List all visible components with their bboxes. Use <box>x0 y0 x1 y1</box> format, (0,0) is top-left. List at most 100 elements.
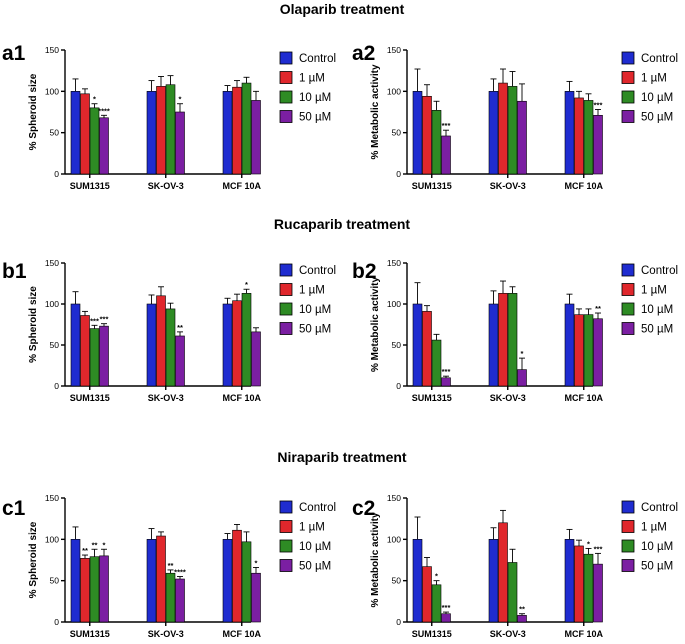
panel-b2: b2% Metabolic activity050100150SUM1315**… <box>352 258 678 403</box>
significance-marker: ** <box>168 561 174 570</box>
bar <box>574 545 584 623</box>
y-axis-label: % Metabolic activity <box>370 64 381 159</box>
legend-swatch <box>279 110 293 123</box>
legend-label: 10 µM <box>641 541 673 553</box>
y-tick-label: 150 <box>387 493 401 503</box>
panel-label: b2 <box>352 260 377 283</box>
significance-marker: **** <box>98 106 110 115</box>
bar <box>222 91 233 175</box>
bar <box>564 539 575 623</box>
bar <box>175 335 185 387</box>
bar <box>70 303 81 387</box>
y-tick-label: 50 <box>50 128 60 138</box>
bar <box>80 558 90 623</box>
y-tick-label: 0 <box>396 169 401 179</box>
legend-label: 50 µM <box>299 324 331 336</box>
y-tick-label: 0 <box>396 381 401 391</box>
legend-swatch <box>279 71 293 84</box>
significance-marker: ** <box>595 304 601 313</box>
legend-label: Control <box>641 265 678 277</box>
category-label: MCF 10A <box>564 393 603 403</box>
bar <box>422 566 432 623</box>
y-axis-label: % Spheroid size <box>28 521 39 598</box>
category-label: SK-OV-3 <box>148 181 184 191</box>
bar <box>507 293 518 387</box>
significance-marker: *** <box>594 544 603 553</box>
panel-label: a1 <box>2 42 26 65</box>
bar <box>574 314 584 387</box>
legend-label: 1 µM <box>641 522 667 534</box>
significance-marker: * <box>255 558 258 567</box>
bar <box>422 95 432 175</box>
y-tick-label: 50 <box>50 340 60 350</box>
category-label: MCF 10A <box>564 181 603 191</box>
legend-swatch <box>621 539 635 553</box>
bar <box>156 535 166 623</box>
significance-marker: ** <box>177 323 183 332</box>
bar <box>593 563 603 623</box>
bar <box>431 339 442 387</box>
category-label: SK-OV-3 <box>148 629 184 639</box>
bar <box>488 303 499 387</box>
bar <box>89 107 100 175</box>
significance-marker: ** <box>519 605 525 614</box>
legend-label: 50 µM <box>641 112 673 124</box>
bar <box>422 311 432 387</box>
category-label: SUM1315 <box>412 393 452 403</box>
bar <box>156 86 166 175</box>
legend-swatch <box>621 559 635 572</box>
significance-marker: *** <box>90 316 99 325</box>
panel-a2: a2% Metabolic activity 0 50 100 150 SUM1315 **… <box>352 42 678 191</box>
bar <box>441 135 451 175</box>
bar <box>165 84 176 175</box>
y-tick-label: 50 <box>392 128 402 138</box>
legend-swatch <box>279 559 293 572</box>
bar <box>241 541 252 623</box>
category-label: SK-OV-3 <box>490 393 526 403</box>
legend-label: 1 µM <box>299 73 325 85</box>
legend-swatch <box>279 539 293 553</box>
bar <box>175 111 185 175</box>
y-axis-label: % Spheroid size <box>28 286 39 363</box>
legend-swatch <box>279 263 293 277</box>
bar <box>70 539 81 623</box>
legend-label: Control <box>641 53 678 65</box>
significance-marker: * <box>435 572 438 581</box>
category-label: SK-OV-3 <box>490 181 526 191</box>
legend-label: 1 µM <box>299 285 325 297</box>
panel-label: b1 <box>2 260 27 283</box>
bar <box>593 318 603 387</box>
significance-marker: *** <box>442 367 451 376</box>
bar <box>251 100 261 175</box>
legend-swatch <box>279 283 293 296</box>
significance-marker: * <box>587 539 590 548</box>
bar <box>232 300 242 387</box>
y-tick-label: 150 <box>45 258 59 268</box>
category-label: SK-OV-3 <box>148 393 184 403</box>
category-label: SUM1315 <box>70 181 110 191</box>
significance-marker: **** <box>174 568 186 577</box>
section-title-niraparib: Niraparib treatment <box>277 449 406 465</box>
y-tick-label: 0 <box>54 381 59 391</box>
bar <box>593 115 603 175</box>
bar <box>498 293 508 387</box>
bar <box>175 578 185 623</box>
significance-marker: ** <box>92 540 98 549</box>
bar <box>412 539 423 623</box>
legend-label: 10 µM <box>641 92 673 104</box>
legend-label: Control <box>299 265 336 277</box>
bar <box>488 91 499 175</box>
legend-label: 10 µM <box>299 541 331 553</box>
bar <box>583 553 594 623</box>
legend-label: Control <box>299 53 336 65</box>
y-tick-label: 100 <box>387 86 401 96</box>
category-label: SUM1315 <box>412 181 452 191</box>
bar <box>232 529 242 623</box>
bar <box>241 82 252 175</box>
panel-label: c1 <box>2 497 26 520</box>
bar <box>146 303 157 387</box>
y-axis-label: % Metabolic activity <box>370 277 381 372</box>
legend-label: 50 µM <box>641 324 673 336</box>
